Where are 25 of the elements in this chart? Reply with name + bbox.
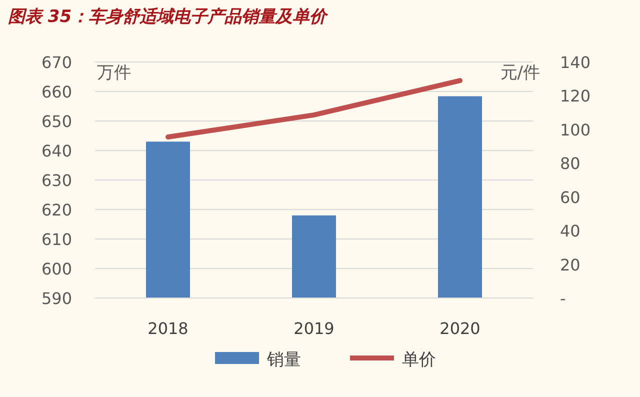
x-tick-label: 2019 [294, 319, 334, 338]
y2-tick-label: 40 [560, 222, 580, 241]
y2-tick-label: 100 [560, 120, 591, 140]
y-tick-label: 670 [41, 53, 72, 72]
x-tick-label: 2018 [148, 319, 188, 338]
y2-tick-label: 140 [560, 53, 591, 72]
y-tick-label: 640 [41, 142, 72, 160]
y2-tick-label: 80 [560, 154, 580, 174]
legend-label: 销量 [266, 350, 301, 370]
legend-label: 单价 [402, 350, 436, 370]
y-tick-label: 610 [41, 230, 72, 249]
y-tick-label: 600 [41, 260, 72, 278]
y-tick-label: 630 [41, 171, 72, 190]
x-tick-label: 2020 [440, 319, 480, 338]
y-tick-label: 620 [41, 200, 72, 220]
y2-tick-label: 20 [560, 255, 580, 274]
y2-axis-title: 元/件 [500, 63, 540, 83]
y2-tick-label: 60 [560, 188, 580, 207]
y-tick-label: 660 [41, 82, 72, 102]
chart-title: 图表 35：车身舒适域电子产品销量及单价 [8, 7, 330, 27]
y-tick-label: 590 [41, 289, 72, 308]
y-tick-label: 650 [41, 112, 72, 131]
y-axis-title: 万件 [97, 63, 131, 83]
y2-tick-label: 120 [560, 86, 591, 106]
y2-tick-label: - [560, 289, 566, 308]
